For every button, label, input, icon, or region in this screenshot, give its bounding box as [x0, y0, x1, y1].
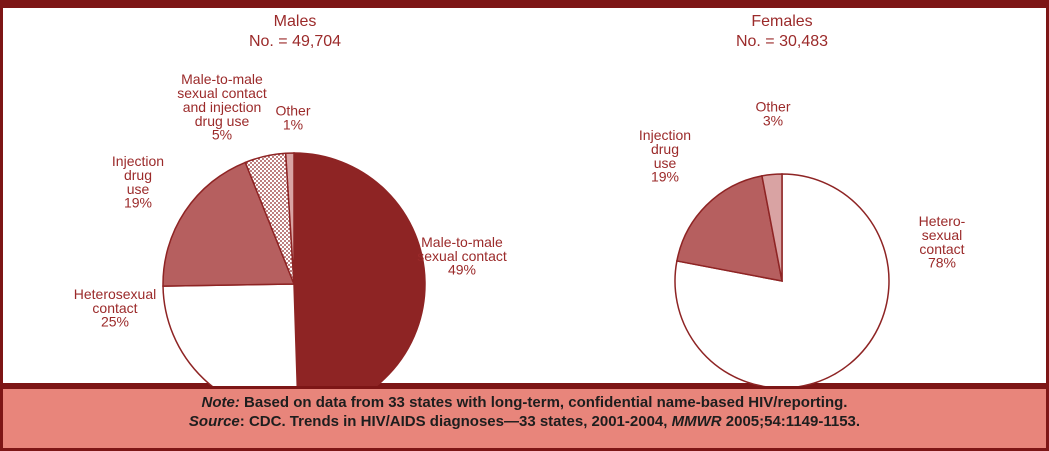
pie-slice — [162, 283, 298, 386]
source-journal: MMWR — [671, 413, 722, 430]
chart-title: Males — [274, 13, 317, 30]
slice-label: Injection drug use — [639, 127, 691, 171]
slice-label: Male-to-male sexual contact and injection d… — [177, 71, 267, 129]
pie-slice — [284, 152, 295, 285]
source-text: : CDC. Trends in HIV/AIDS diagnoses—33 s… — [239, 413, 672, 430]
slice-value-label: 19% — [651, 169, 679, 185]
slice-label: Other — [755, 99, 790, 115]
pie-slice — [761, 173, 783, 282]
slice-value-label: 5% — [212, 127, 232, 143]
top-bar — [0, 0, 1049, 8]
slice-label: Heterosexual contact — [74, 286, 157, 316]
slice-value-label: 78% — [928, 255, 956, 271]
pie-slice — [676, 175, 783, 282]
slice-label: Other — [275, 103, 310, 119]
chart-title: Females — [751, 13, 812, 30]
footer: Note: Based on data from 33 states with … — [0, 386, 1049, 451]
slice-value-label: 49% — [448, 262, 476, 278]
note-label: Note: — [201, 394, 240, 411]
chart-subtitle: No. = 30,483 — [736, 33, 828, 50]
slice-label: Hetero-sexual contact — [919, 213, 966, 257]
source-line: Source: CDC. Trends in HIV/AIDS diagnose… — [3, 412, 1046, 431]
slice-label: Male-to-male sexual contact — [417, 234, 507, 264]
source-label: Source — [188, 413, 240, 430]
note-line: Note: Based on data from 33 states with … — [3, 393, 1046, 412]
source-citation: 2005;54:1149-1153. — [721, 413, 861, 430]
pie-slice — [162, 161, 296, 287]
slice-value-label: 1% — [283, 117, 303, 133]
slice-value-label: 25% — [101, 314, 129, 330]
pie-slice — [293, 152, 426, 386]
chart-subtitle: No. = 49,704 — [249, 33, 341, 50]
chart: Males No. = 49,704 Male-to-male sexual cont… — [74, 13, 966, 386]
slice-value-label: 3% — [763, 113, 783, 129]
slice-value-label: 19% — [124, 195, 152, 211]
pie-slice — [674, 173, 890, 386]
slice-label: Injection drug use — [112, 153, 164, 197]
note-text: Based on data from 33 states with long-t… — [239, 394, 848, 411]
